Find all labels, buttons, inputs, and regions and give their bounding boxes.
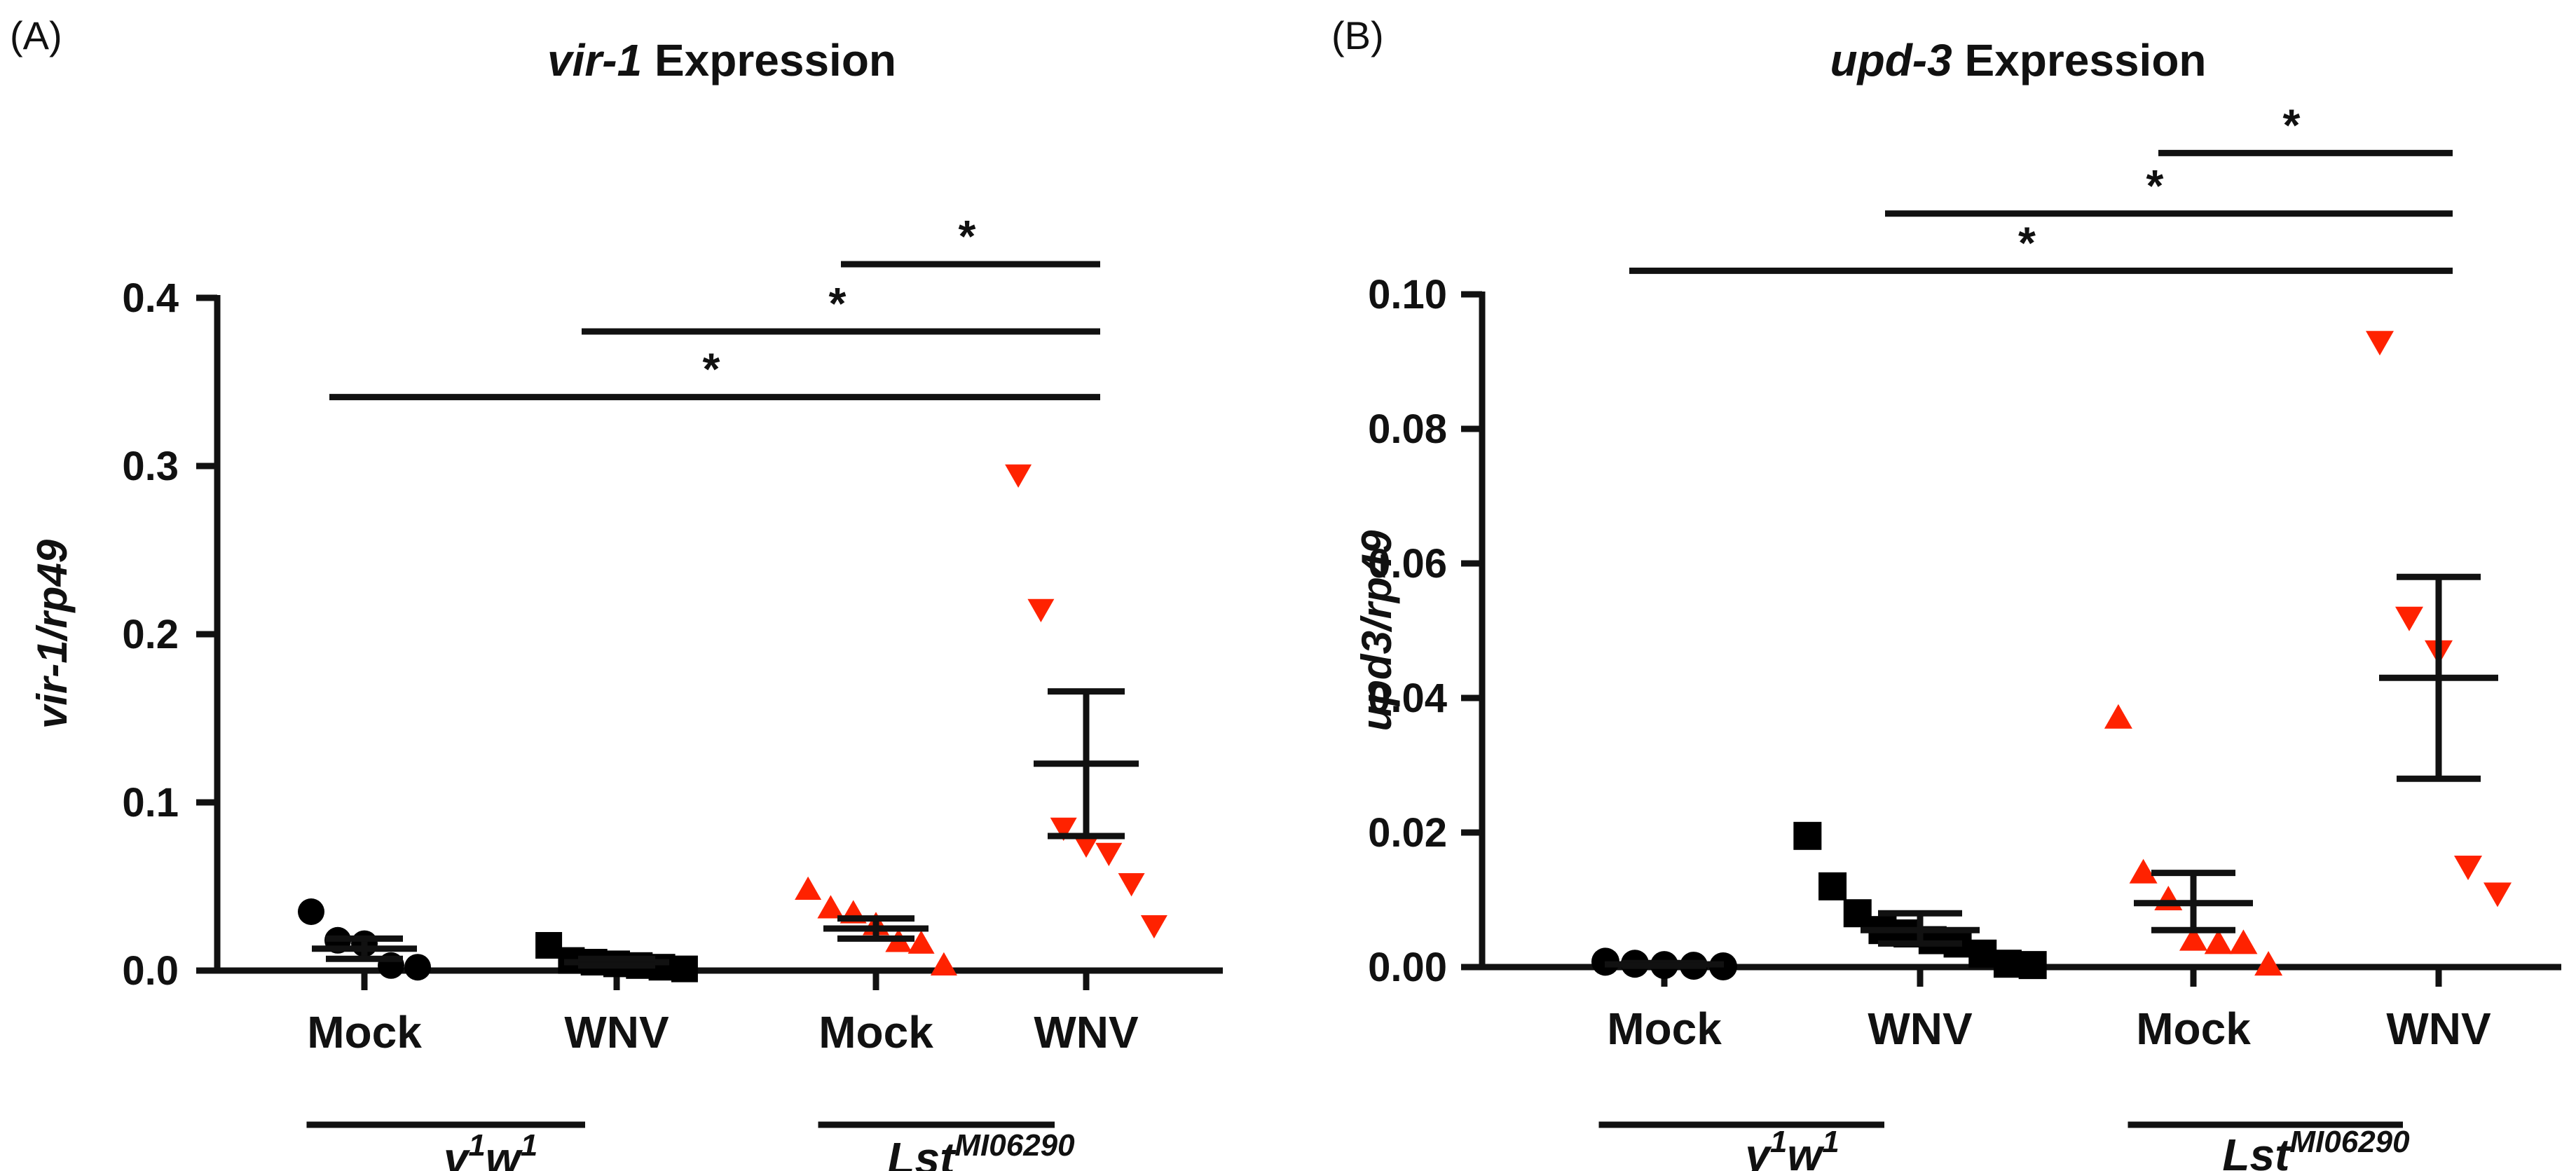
genotype-label-base: y — [1743, 1130, 1772, 1171]
data-point-triangle-up — [2154, 886, 2183, 910]
genotype-label: y1w1 — [1743, 1125, 1839, 1171]
data-point-triangle-up — [2254, 951, 2283, 976]
data-point-triangle-up — [2204, 929, 2233, 954]
significance-star: * — [2146, 160, 2164, 211]
data-point-triangle-up — [2129, 858, 2158, 884]
significance-star: * — [959, 211, 976, 261]
data-point-square — [671, 955, 698, 982]
genotype-label-base: y — [441, 1133, 471, 1171]
data-point-square — [1843, 899, 1872, 928]
data-point-circle — [298, 898, 324, 925]
data-point-triangle-down — [1118, 872, 1145, 897]
y-tick-label: 0.08 — [1368, 406, 1447, 452]
genotype-label: LstMI06290 — [887, 1128, 1075, 1171]
data-point-triangle-up — [2104, 704, 2132, 729]
y-tick-label: 0.1 — [122, 780, 179, 826]
y-tick-label: 0.3 — [122, 444, 179, 489]
y-axis-label: vir-1/rp49 — [29, 539, 76, 729]
data-point-square — [2018, 951, 2047, 980]
genotype-label-superscript: 1 — [1770, 1125, 1787, 1159]
chart-title: upd-3 Expression — [1830, 35, 2207, 85]
chart-title-rest: Expression — [1952, 35, 2207, 85]
data-point-triangle-up — [907, 930, 935, 954]
genotype-label-superscript: MI06290 — [954, 1128, 1075, 1163]
significance-star: * — [829, 278, 847, 329]
data-group — [2104, 704, 2283, 976]
data-group — [535, 932, 698, 982]
data-point-triangle-down — [2454, 856, 2482, 880]
y-tick-label: 0.10 — [1368, 272, 1447, 317]
y-tick-label: 0.04 — [1368, 676, 1447, 721]
significance-star: * — [703, 344, 720, 395]
data-point-triangle-up — [2179, 926, 2207, 951]
significance-star: * — [2283, 100, 2301, 150]
data-point-triangle-down — [2395, 606, 2423, 631]
data-point-triangle-down — [1005, 464, 1032, 488]
data-group — [1591, 947, 1737, 981]
x-category-label: WNV — [564, 1007, 669, 1057]
data-point-circle — [404, 954, 431, 981]
data-group — [298, 898, 431, 981]
chart-title: vir-1 Expression — [547, 35, 896, 85]
genotype-label-base: Lst — [887, 1133, 957, 1171]
x-category-label: WNV — [1034, 1007, 1139, 1057]
panel-a: (A) vir-1 Expression vir-1/rp49 0.0 0.1 0.2 0.… — [10, 13, 1223, 1171]
data-point-square — [1993, 950, 2022, 978]
data-point-triangle-up — [795, 876, 822, 900]
y-tick-label: 0.00 — [1368, 945, 1447, 990]
chart-title-rest: Expression — [642, 35, 896, 85]
data-point-triangle-up — [2229, 929, 2258, 954]
x-category-label: Mock — [1607, 1004, 1722, 1054]
genotype-label-mid: w — [486, 1133, 523, 1171]
x-category-label: WNV — [2386, 1004, 2491, 1054]
data-point-square — [1968, 939, 1997, 968]
data-group — [1005, 464, 1167, 939]
genotype-label-superscript: 1 — [1822, 1125, 1839, 1159]
genotype-label-superscript: 1 — [468, 1128, 485, 1163]
data-point-triangle-down — [1095, 842, 1123, 866]
data-point-square — [1818, 872, 1847, 900]
chart-title-italic: upd-3 — [1830, 35, 1952, 85]
y-tick-label: 0.4 — [122, 275, 179, 321]
data-point-triangle-down — [1073, 834, 1099, 858]
data-point-square — [535, 932, 563, 959]
significance-star: * — [2018, 217, 2036, 268]
data-point-triangle-down — [1027, 598, 1055, 622]
y-tick-label: 0.0 — [122, 948, 179, 994]
data-group — [1793, 821, 2047, 980]
panel-b: (B) upd-3 Expression upd3/rp49 0.00 0.02 0.04… — [1331, 13, 2561, 1171]
x-category-label: Mock — [2136, 1004, 2251, 1054]
x-category-label: Mock — [307, 1007, 422, 1057]
panel-label: (B) — [1331, 13, 1384, 57]
data-point-triangle-down — [1050, 817, 1077, 841]
data-group — [795, 876, 957, 976]
y-tick-label: 0.06 — [1368, 541, 1447, 587]
data-point-triangle-down — [2366, 331, 2394, 356]
x-category-label: WNV — [1868, 1004, 1973, 1054]
chart-title-italic: vir-1 — [547, 35, 642, 85]
y-axis-label: upd3/rp49 — [1353, 530, 1400, 731]
y-tick-label: 0.2 — [122, 612, 179, 657]
x-category-label: Mock — [818, 1007, 933, 1057]
genotype-label-base: Lst — [2222, 1130, 2291, 1171]
data-point-triangle-down — [1140, 915, 1167, 939]
data-point-square — [1793, 821, 1822, 850]
data-point-triangle-down — [2483, 882, 2512, 908]
data-point-triangle-up — [930, 952, 957, 976]
genotype-label: LstMI06290 — [2222, 1125, 2410, 1171]
panel-label: (A) — [10, 13, 62, 57]
genotype-label-superscript: 1 — [521, 1128, 537, 1163]
genotype-label: y1w1 — [441, 1128, 537, 1171]
y-tick-label: 0.02 — [1368, 810, 1447, 856]
genotype-label-mid: w — [1787, 1130, 1825, 1171]
data-point-triangle-up — [817, 895, 844, 919]
data-group — [2366, 331, 2512, 908]
genotype-label-superscript: MI06290 — [2289, 1125, 2410, 1159]
